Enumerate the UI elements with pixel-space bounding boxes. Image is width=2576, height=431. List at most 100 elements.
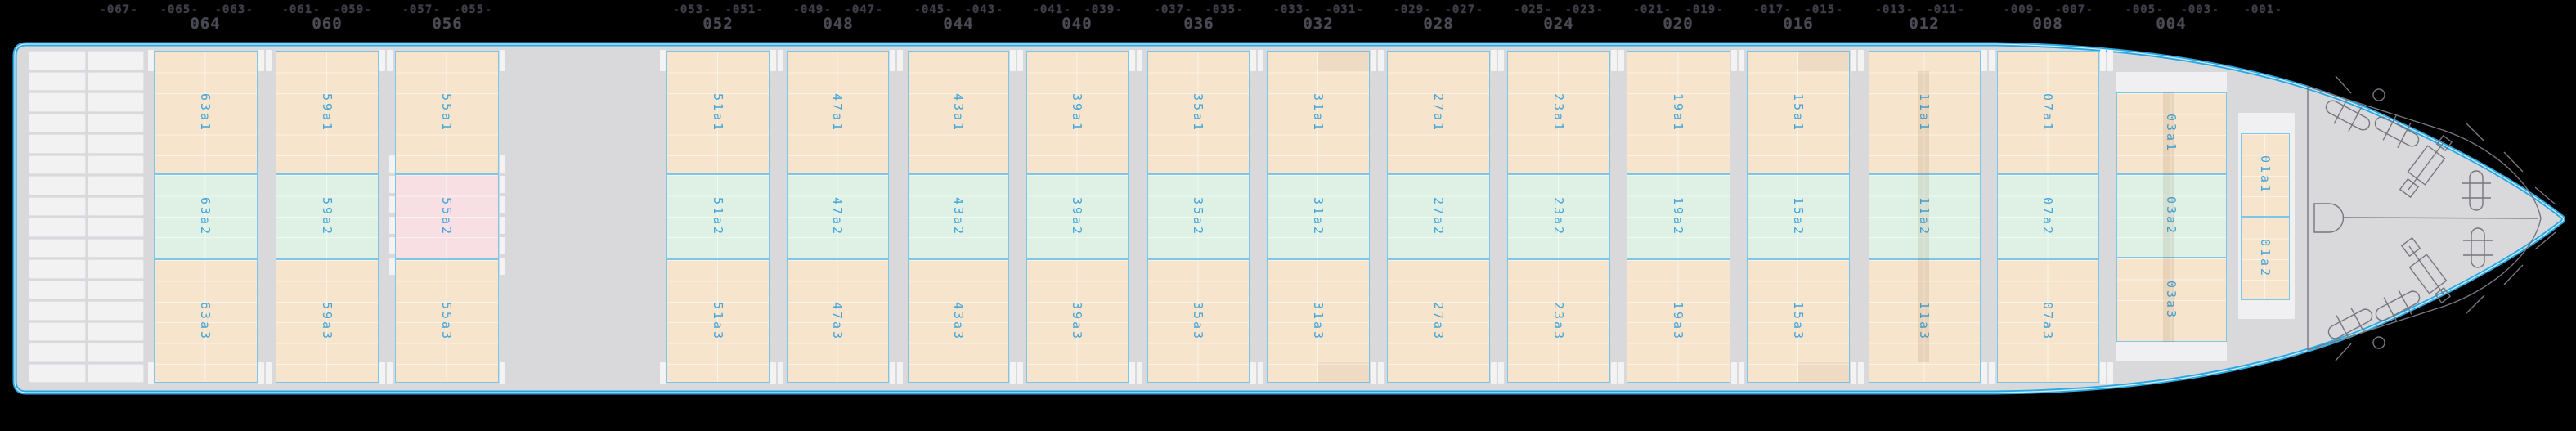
coaming-tab	[1137, 50, 1142, 71]
coaming-tab	[387, 50, 393, 71]
coaming-tab	[1258, 50, 1263, 71]
slot-07a3[interactable]: 07a3	[1997, 259, 2099, 383]
slot-39a3[interactable]: 39a3	[1026, 259, 1129, 383]
slot-55a1[interactable]: 55a1	[395, 51, 499, 174]
slot-11a2[interactable]: 11a2	[1869, 174, 1981, 259]
stern-lane-cell[interactable]	[29, 71, 86, 91]
slot-27a1[interactable]: 27a1	[1387, 51, 1490, 174]
stern-lane-cell[interactable]	[29, 259, 86, 279]
slot-43a2[interactable]: 43a2	[908, 174, 1009, 259]
slot-03a3[interactable]: 03a3	[2116, 258, 2227, 342]
stern-lane-cell[interactable]	[87, 113, 144, 132]
stern-lane-cell[interactable]	[29, 155, 86, 174]
slot-35a3[interactable]: 35a3	[1147, 259, 1250, 383]
slot-19a3[interactable]: 19a3	[1627, 259, 1730, 383]
coaming-tab	[1858, 362, 1864, 384]
stern-lane-cell[interactable]	[29, 343, 86, 362]
slot-19a2[interactable]: 19a2	[1627, 174, 1730, 259]
stern-lane-cell[interactable]	[29, 238, 86, 258]
slot-39a2[interactable]: 39a2	[1026, 174, 1129, 259]
slot-15a3[interactable]: 15a3	[1747, 259, 1850, 383]
stern-lane-cell[interactable]	[87, 280, 144, 299]
coaming-tab	[1010, 50, 1016, 71]
slot-31a1[interactable]: 31a1	[1267, 51, 1370, 174]
stern-lane-cell[interactable]	[87, 71, 144, 91]
slot-27a2[interactable]: 27a2	[1387, 174, 1490, 259]
slot-51a1[interactable]: 51a1	[666, 51, 770, 174]
slot-31a3[interactable]: 31a3	[1267, 259, 1370, 383]
stern-lane-cell[interactable]	[87, 51, 144, 70]
stern-lane-cell[interactable]	[29, 196, 86, 216]
frame-number-052: 052	[702, 15, 734, 33]
stern-lane-cell[interactable]	[87, 218, 144, 237]
slot-63a2[interactable]: 63a2	[154, 174, 258, 259]
slot-59a1[interactable]: 59a1	[276, 51, 379, 174]
slot-59a2[interactable]: 59a2	[276, 174, 379, 259]
slot-31a2[interactable]: 31a2	[1267, 174, 1370, 259]
frame-number-047: 047	[844, 3, 883, 16]
stern-lane-cell[interactable]	[29, 176, 86, 195]
stern-lane-cell[interactable]	[87, 363, 144, 383]
bay-column-43: 43a1 43a2 43a3	[908, 0, 1009, 431]
slot-11a3[interactable]: 11a3	[1869, 259, 1981, 383]
stern-lane-cell[interactable]	[29, 92, 86, 112]
stern-lane-cell[interactable]	[87, 176, 144, 195]
slot-01a1[interactable]: 01a1	[2241, 133, 2290, 217]
slot-01a2[interactable]: 01a2	[2241, 217, 2290, 300]
slot-63a1[interactable]: 63a1	[154, 51, 258, 174]
stern-lane-cell[interactable]	[29, 113, 86, 132]
slot-55a2[interactable]: 55a2	[395, 174, 499, 259]
slot-55a3[interactable]: 55a3	[395, 259, 499, 383]
slot-35a1[interactable]: 35a1	[1147, 51, 1250, 174]
stern-lane-cell[interactable]	[29, 134, 86, 154]
stern-lane-cell[interactable]	[87, 196, 144, 216]
slot-51a2[interactable]: 51a2	[666, 174, 770, 259]
slot-63a3[interactable]: 63a3	[154, 259, 258, 383]
stern-lane-cell[interactable]	[87, 134, 144, 154]
stern-lane-cell[interactable]	[29, 218, 86, 237]
slot-47a2[interactable]: 47a2	[787, 174, 889, 259]
frame-number-004: 004	[2156, 15, 2187, 33]
coaming-tab	[778, 50, 783, 71]
slot-07a2[interactable]: 07a2	[1997, 174, 2099, 259]
stern-lane-cell[interactable]	[87, 343, 144, 362]
slot-51a3[interactable]: 51a3	[666, 259, 770, 383]
slot-35a2[interactable]: 35a2	[1147, 174, 1250, 259]
stern-lane-cell[interactable]	[87, 259, 144, 279]
stern-lane-cell[interactable]	[87, 92, 144, 112]
stern-lane-cell[interactable]	[87, 155, 144, 174]
slot-43a3[interactable]: 43a3	[908, 259, 1009, 383]
slot-43a1[interactable]: 43a1	[908, 51, 1009, 174]
slot-label: 07a3	[2040, 301, 2056, 341]
slot-23a2[interactable]: 23a2	[1507, 174, 1610, 259]
stern-lane-cell[interactable]	[29, 301, 86, 321]
roller-fairlead-icon	[2325, 98, 2371, 132]
slot-19a1[interactable]: 19a1	[1627, 51, 1730, 174]
slot-label: 63a3	[198, 301, 213, 341]
slot-39a1[interactable]: 39a1	[1026, 51, 1129, 174]
stern-lane-cell[interactable]	[87, 301, 144, 321]
slot-59a3[interactable]: 59a3	[276, 259, 379, 383]
slot-11a1[interactable]: 11a1	[1869, 51, 1981, 174]
slot-07a1[interactable]: 07a1	[1997, 51, 2099, 174]
frame-number-027: 027	[1444, 3, 1483, 16]
slot-03a1[interactable]: 03a1	[2116, 92, 2227, 174]
stern-lane-cell[interactable]	[87, 321, 144, 341]
slot-47a3[interactable]: 47a3	[787, 259, 889, 383]
slot-15a2[interactable]: 15a2	[1747, 174, 1850, 259]
slot-27a3[interactable]: 27a3	[1387, 259, 1490, 383]
slot-03a2[interactable]: 03a2	[2116, 174, 2227, 258]
stern-lane-cell[interactable]	[29, 280, 86, 299]
slot-label: 01a2	[2258, 238, 2273, 279]
slot-label: 07a1	[2040, 92, 2056, 132]
stern-lane-cell[interactable]	[29, 363, 86, 383]
slot-23a1[interactable]: 23a1	[1507, 51, 1610, 174]
slot-23a3[interactable]: 23a3	[1507, 259, 1610, 383]
coaming-tab	[1731, 362, 1737, 384]
stern-lane-cell[interactable]	[29, 321, 86, 341]
coaming-tab	[770, 362, 776, 384]
stern-lane-cell[interactable]	[87, 238, 144, 258]
stern-lane-cell[interactable]	[29, 51, 86, 70]
slot-15a1[interactable]: 15a1	[1747, 51, 1850, 174]
slot-47a1[interactable]: 47a1	[787, 51, 889, 174]
